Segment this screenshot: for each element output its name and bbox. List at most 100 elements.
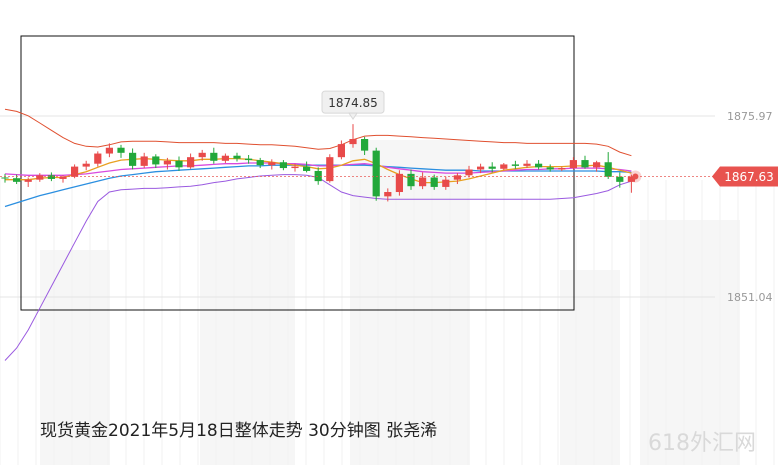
- candle-body: [616, 176, 624, 182]
- candle: [163, 157, 171, 170]
- candle: [511, 160, 519, 169]
- gridlines: [0, 115, 715, 298]
- candle: [488, 162, 496, 173]
- candle: [453, 173, 461, 185]
- candle: [36, 173, 44, 182]
- candles: [1, 124, 635, 202]
- candle-body: [1, 177, 9, 179]
- candle: [500, 162, 508, 171]
- candle-body: [523, 163, 531, 166]
- candle: [268, 159, 276, 170]
- candle: [129, 148, 137, 170]
- candle: [314, 167, 322, 185]
- candle: [558, 166, 566, 171]
- candle-body: [210, 152, 218, 161]
- candle: [140, 152, 148, 169]
- candle: [535, 160, 543, 170]
- highlight-frame: [20, 35, 575, 311]
- candle-body: [593, 162, 601, 168]
- candle: [337, 140, 345, 160]
- bg-block: [560, 270, 620, 465]
- last-price-label: 1867.63: [724, 170, 774, 184]
- ma-slow-line: [4, 164, 632, 208]
- candle: [384, 188, 392, 202]
- candle-body: [581, 160, 589, 168]
- ma-mid-line: [4, 162, 632, 176]
- candle: [465, 165, 473, 178]
- candle-body: [488, 166, 496, 169]
- candle-body: [453, 175, 461, 180]
- candle: [407, 169, 415, 190]
- candle-body: [59, 176, 67, 179]
- candle-body: [71, 166, 79, 177]
- candle: [291, 163, 299, 172]
- candle: [326, 154, 334, 183]
- candle: [187, 153, 195, 169]
- candle-body: [268, 162, 276, 166]
- candle-body: [546, 167, 554, 170]
- candle-body: [337, 144, 345, 158]
- candle: [477, 163, 485, 174]
- candle-body: [24, 179, 32, 182]
- candle: [627, 174, 635, 193]
- candle-body: [442, 179, 450, 187]
- candle: [581, 155, 589, 169]
- candle-body: [569, 160, 577, 169]
- candle-body: [245, 158, 253, 161]
- candle: [372, 147, 380, 201]
- last-price-tag: [712, 166, 778, 187]
- candle-body: [94, 153, 102, 164]
- candle-body: [47, 175, 55, 179]
- background-decoration: [0, 140, 775, 465]
- candle-body: [152, 156, 160, 165]
- candle: [616, 172, 624, 188]
- candle-body: [558, 168, 566, 170]
- candle: [361, 136, 369, 155]
- candle-body: [326, 157, 334, 182]
- candle-body: [604, 162, 612, 177]
- candle: [71, 164, 79, 179]
- candle: [569, 157, 577, 170]
- candle-body: [500, 164, 508, 169]
- candle: [82, 160, 90, 171]
- candle-body: [627, 176, 635, 182]
- candle: [13, 174, 21, 185]
- candle-body: [511, 164, 519, 166]
- high-marker-label: 1874.85: [328, 96, 378, 110]
- candle: [175, 156, 183, 171]
- candle-body: [291, 166, 299, 169]
- candle: [256, 157, 264, 169]
- candle-body: [384, 192, 392, 197]
- candle: [430, 174, 438, 190]
- candle: [152, 154, 160, 169]
- candle-body: [477, 166, 485, 170]
- candle-body: [175, 160, 183, 168]
- candle: [105, 143, 113, 158]
- price-labels: 1875.97 1851.04 1874.85 1867.63: [0, 90, 778, 304]
- site-watermark: 618外汇网: [648, 431, 756, 456]
- candle-body: [372, 150, 380, 197]
- candle-body: [465, 169, 473, 176]
- candle: [523, 160, 531, 169]
- candle: [593, 160, 601, 172]
- candle-body: [233, 155, 241, 159]
- candle: [59, 175, 67, 183]
- candle-body: [140, 156, 148, 166]
- candle-body: [314, 170, 322, 182]
- candle-body: [36, 175, 44, 180]
- candle-body: [163, 160, 171, 165]
- candle-body: [221, 155, 229, 161]
- candle: [47, 172, 55, 182]
- candle: [349, 124, 357, 148]
- candle-body: [198, 152, 206, 158]
- candle: [395, 170, 403, 196]
- candle-body: [82, 163, 90, 167]
- candle: [303, 161, 311, 173]
- candle: [245, 154, 253, 164]
- candle-body: [129, 152, 137, 166]
- candle: [94, 151, 102, 167]
- y-tick-label: 1851.04: [727, 291, 773, 304]
- candle-body: [303, 166, 311, 171]
- candle: [233, 152, 241, 162]
